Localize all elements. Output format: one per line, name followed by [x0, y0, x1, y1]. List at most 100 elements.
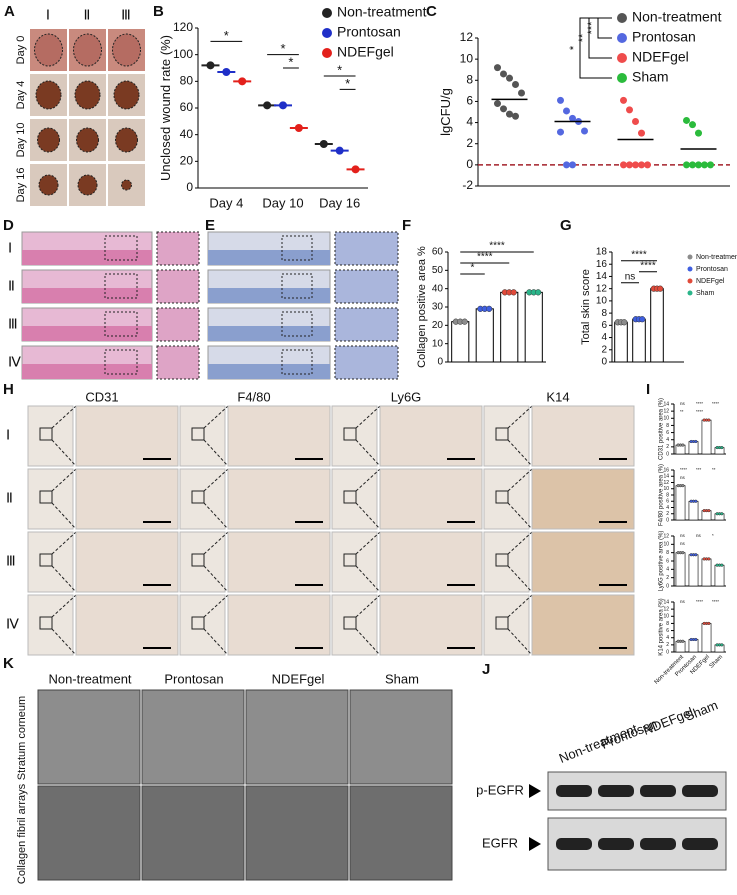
data-point	[626, 106, 633, 114]
y-tick-label: 8	[666, 550, 669, 556]
label: Collagen fibril arrays	[16, 783, 28, 884]
y-tick-label: 8	[666, 492, 669, 498]
significance: ****	[696, 401, 703, 406]
mean-dot	[206, 61, 215, 70]
y-tick-label: 12	[663, 408, 669, 414]
data-point	[701, 161, 708, 169]
bar	[688, 441, 699, 455]
y-axis-label: K14 positive area (%)	[659, 598, 665, 655]
panel-label: K	[3, 655, 14, 672]
mean-dot	[279, 101, 287, 110]
histology-zoom	[156, 345, 200, 380]
blot-band	[682, 838, 718, 850]
significance: ns	[680, 599, 686, 604]
ihc-overview	[331, 531, 378, 593]
data-point	[494, 64, 501, 72]
x-tick-label: Day 4	[209, 195, 243, 210]
zoom-guide	[203, 628, 229, 656]
zoom-guide	[355, 565, 381, 593]
label: Non-treatment	[48, 671, 131, 686]
zoom-box	[39, 427, 53, 441]
zoom-box	[104, 273, 138, 299]
legend-swatch	[617, 33, 627, 43]
bar-dot	[461, 318, 468, 325]
panel-label: H	[3, 381, 14, 398]
y-tick-label: 10	[596, 296, 608, 307]
y-tick-label: 30	[432, 302, 444, 313]
y-tick-label: 6	[466, 94, 473, 108]
y-tick-label: 2	[666, 642, 669, 648]
panel-label: A	[4, 3, 15, 20]
significance: *	[280, 41, 285, 56]
legend-entry: Prontosan	[696, 266, 728, 273]
legend-entry: NDEFgel	[696, 278, 725, 285]
blot-band	[640, 838, 676, 850]
bar-dot	[681, 551, 685, 555]
histology-layer	[208, 288, 330, 303]
significance: ****	[712, 401, 719, 406]
zoom-guide	[355, 531, 381, 555]
zoom-guide	[51, 405, 77, 429]
data-point	[683, 161, 690, 169]
zoom-guide	[507, 531, 533, 555]
y-tick-label: 0	[666, 517, 669, 523]
legend-entry: Prontosan	[337, 24, 401, 40]
zoom-guide	[355, 405, 381, 429]
legend-swatch	[687, 266, 693, 272]
row-arrow	[529, 837, 541, 851]
label: K14	[546, 389, 569, 404]
bar-dot	[707, 621, 711, 625]
histology-zoom	[156, 269, 200, 304]
data-point	[506, 110, 513, 118]
data-point	[494, 100, 501, 108]
wound-area	[115, 127, 138, 153]
y-tick-label: 0	[666, 649, 669, 655]
y-tick-label: 0	[186, 180, 193, 194]
blot-band	[598, 785, 634, 797]
bar-dot	[720, 563, 724, 567]
zoom-box	[39, 553, 53, 567]
label: CD31	[85, 389, 118, 404]
ihc-zoom	[75, 468, 179, 530]
y-tick-label: 4	[666, 635, 669, 641]
bar-dot	[621, 319, 628, 326]
bar-dot	[681, 639, 685, 643]
data-point	[707, 161, 714, 169]
panel-label: C	[426, 3, 437, 20]
bar	[675, 485, 686, 521]
data-point	[689, 121, 696, 129]
label: EGFR	[482, 835, 518, 850]
zoom-box	[343, 427, 357, 441]
label: Ⅱ	[6, 490, 13, 506]
sem-image	[349, 689, 453, 785]
y-tick-label: 100	[173, 47, 193, 61]
significance: ns	[680, 533, 686, 538]
ihc-zoom	[75, 405, 179, 467]
zoom-guide	[507, 565, 533, 593]
label: Sham	[385, 671, 419, 686]
significance: **	[712, 467, 716, 472]
blot-band	[640, 785, 676, 797]
significance: ***	[586, 21, 598, 35]
legend-entry: Non-treatment	[696, 254, 737, 261]
ihc-overview	[483, 468, 530, 530]
y-tick-label: 4	[466, 115, 473, 129]
zoom-guide	[51, 502, 77, 530]
zoom-guide	[355, 468, 381, 492]
label: Ⅰ	[6, 427, 10, 443]
y-tick-label: 10	[663, 486, 669, 492]
sem-image	[245, 785, 349, 881]
data-point	[683, 116, 690, 124]
zoom-guide	[203, 565, 229, 593]
bar-dot	[510, 289, 517, 296]
zoom-guide	[507, 594, 533, 618]
significance: ****	[489, 241, 505, 252]
y-tick-label: 12	[596, 283, 608, 294]
significance: *	[337, 62, 342, 77]
bar-dot	[694, 638, 698, 642]
bar-dot	[657, 285, 664, 292]
histology-layer	[208, 364, 330, 379]
significance: ****	[631, 249, 647, 260]
zoom-guide	[203, 502, 229, 530]
data-point	[695, 161, 702, 169]
